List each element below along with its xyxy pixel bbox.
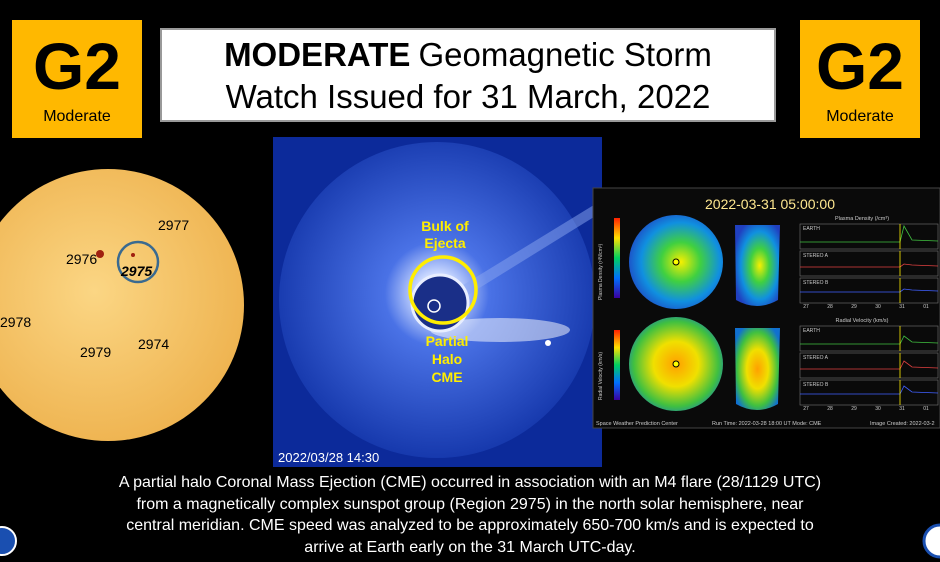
day-label: 27 [803,304,809,310]
plot-frame [799,379,939,406]
sun-marker [427,299,441,313]
sunspot [96,250,104,258]
day-label: 31 [899,406,905,412]
logo [0,526,17,556]
planet [545,340,551,346]
title-text: Geomagnetic Storm [418,36,712,73]
plot-frame [799,277,939,304]
streamer [455,200,602,300]
axis-label: Radial Velocity (km/s) [598,352,604,400]
day-label: 31 [899,304,905,310]
logo [922,523,940,559]
annotation: Partial [426,333,469,349]
day-label: 29 [851,304,857,310]
footer: Run Time: 2022-03-28 18:00 UT Mode: CME [712,421,822,427]
plots: EARTH STEREO A STEREO B 27 28 29 30 31 01 EARTH ST… [799,223,939,412]
velocity-fan [735,328,780,410]
sun-marker [672,258,680,266]
badge-label: Moderate [43,108,111,125]
region-label: 2976 [66,251,97,267]
plot-line [800,263,939,268]
day-label: 28 [827,406,833,412]
caption-line: A partial halo Coronal Mass Ejection (CM… [118,474,822,491]
station-label: STEREO B [803,280,829,286]
title-bold: MODERATE [224,36,411,73]
model-timestamp: 2022-03-31 05:00:00 [705,196,835,212]
title-text: Watch Issued for 31 March, 2022 [225,78,711,115]
region-label: 2977 [158,217,189,233]
plot-frame [799,325,939,352]
annotation: Bulk of [421,218,469,234]
plot-title: Plasma Density (/cm³) [835,216,889,222]
day-label: 30 [875,406,881,412]
caption-line: arrive at Earth early on the 31 March UT… [304,538,636,556]
region-label: 2978 [0,314,31,330]
caption-line: central meridian. CME speed was analyzed… [126,517,814,534]
density-fan [735,225,780,306]
station-label: STEREO A [803,253,829,259]
ejecta-circle [408,255,478,325]
caption-line: from a magnetically complex sunspot grou… [136,495,804,513]
badge-level: G2 [815,29,905,103]
colorbar [614,218,620,298]
colorbar [614,330,620,400]
footer: Image Created: 2022-03-2 [870,421,935,427]
badge: G2 Moderate [12,20,142,138]
day-label: 29 [851,406,857,412]
plot-line [800,224,939,243]
plot-frame [799,223,939,250]
annotation: CME [431,369,462,385]
day-label: 30 [875,304,881,310]
station-label: STEREO A [803,355,829,361]
streamer [430,318,570,342]
region-label: 2979 [80,344,111,360]
caption: A partial halo Coronal Mass Ejection (CM… [0,472,940,558]
timestamp: 2022/03/28 14:30 [278,450,379,465]
region-circle [116,240,160,284]
plot-frame [799,352,939,379]
day-label: 01 [923,304,929,310]
badge-level: G2 [32,29,122,103]
plot-title: Radial Velocity (km/s) [836,318,889,324]
annotation: Ejecta [424,235,465,251]
badge: G2 Moderate [800,20,920,138]
title-box: MODERATE Geomagnetic Storm Watch Issued f… [160,28,776,122]
day-label: 01 [923,406,929,412]
station-label: STEREO B [803,382,829,388]
station-label: EARTH [803,226,820,232]
day-label: 27 [803,406,809,412]
plot-frame [799,250,939,277]
plot-line [800,288,939,293]
plot-line [800,360,939,370]
footer: Space Weather Prediction Center [596,421,678,427]
region-label: 2975 [120,263,152,279]
station-label: EARTH [803,328,820,334]
badge-label: Moderate [826,108,894,125]
region-label: 2974 [138,336,169,352]
axis-label: Plasma Density (r²N/cm³) [598,244,604,300]
plot-line [800,385,939,395]
sun-disc [0,169,244,441]
plot-line [800,335,939,345]
sun-marker [672,360,680,368]
annotation: Halo [432,351,462,367]
day-label: 28 [827,304,833,310]
sunspot [131,253,135,257]
